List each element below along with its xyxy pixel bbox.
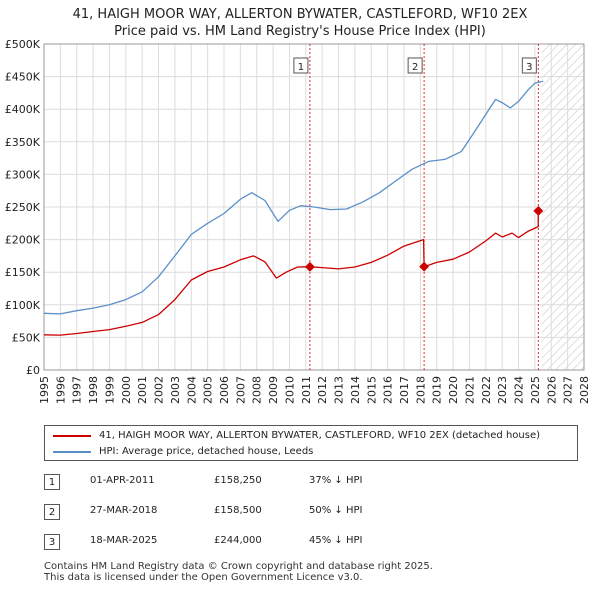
legend-swatch-property [53,435,91,437]
sale-date: 01-APR-2011 [90,475,155,486]
y-tick-label: £200K [5,234,41,247]
sale-marker-label: 2 [412,62,418,73]
sale-row: 3 18-MAR-2025 £244,000 45% ↓ HPI [44,531,584,561]
sale-marker-label: 1 [298,62,304,73]
legend-swatch-hpi [53,451,91,453]
footer-attribution: Contains HM Land Registry data © Crown c… [44,561,433,583]
x-tick-label: 2025 [529,376,542,404]
sale-date: 18-MAR-2025 [90,535,158,546]
x-tick-label: 2005 [202,376,215,404]
sale-point [533,205,544,216]
x-tick-label: 2027 [562,376,575,404]
sale-point [304,261,315,272]
x-tick-label: 2001 [136,376,149,404]
property-price-line [43,210,539,336]
footer-line-2: This data is licensed under the Open Gov… [44,572,363,583]
sale-hpi-diff: 45% ↓ HPI [309,535,363,546]
x-tick-label: 1995 [38,376,51,404]
sale-price: £158,250 [214,475,262,486]
legend-label-hpi: HPI: Average price, detached house, Leed… [99,446,314,457]
x-tick-label: 2007 [234,376,247,404]
sale-marker-label: 3 [526,62,532,73]
x-tick-label: 2026 [545,376,558,404]
y-tick-label: £400K [5,103,41,116]
x-tick-label: 2015 [365,376,378,404]
x-tick-label: 2028 [578,376,591,404]
sale-marker-box [521,57,537,74]
sale-number-badge: 3 [44,534,60,550]
x-tick-label: 2024 [513,376,526,404]
sale-hpi-diff: 37% ↓ HPI [309,475,363,486]
plot-border [43,43,585,371]
x-tick-label: 2010 [283,376,296,404]
y-tick-label: £450K [5,71,41,84]
y-tick-label: £350K [5,136,41,149]
x-tick-label: 1997 [71,376,84,404]
y-tick-label: £100K [5,299,41,312]
x-tick-label: 2017 [398,376,411,404]
x-tick-label: 2009 [267,376,280,404]
chart-legend: 41, HAIGH MOOR WAY, ALLERTON BYWATER, CA… [44,425,578,461]
x-tick-label: 2019 [431,376,444,404]
x-tick-label: 2013 [333,376,346,404]
x-tick-label: 2023 [496,376,509,404]
x-tick-label: 2008 [251,376,264,404]
footer-line-1: Contains HM Land Registry data © Crown c… [44,561,433,572]
x-tick-label: 2002 [153,376,166,404]
x-tick-label: 1998 [87,376,100,404]
sale-row: 1 01-APR-2011 £158,250 37% ↓ HPI [44,471,584,501]
x-tick-label: 2016 [382,376,395,404]
x-tick-label: 2006 [218,376,231,404]
legend-label-property: 41, HAIGH MOOR WAY, ALLERTON BYWATER, CA… [99,430,541,441]
chart-title-block: 41, HAIGH MOOR WAY, ALLERTON BYWATER, CA… [0,6,600,40]
y-tick-label: £500K [5,38,41,51]
x-tick-label: 2004 [185,376,198,404]
x-tick-label: 2020 [447,376,460,404]
y-tick-label: £250K [5,201,41,214]
hpi-line [43,80,544,315]
sale-number-badge: 1 [44,474,60,490]
x-tick-label: 2000 [120,376,133,404]
chart-subtitle: Price paid vs. HM Land Registry's House … [114,24,486,39]
sale-point [419,261,430,272]
x-tick-label: 2003 [169,376,182,404]
sales-table: 1 01-APR-2011 £158,250 37% ↓ HPI 2 27-MA… [44,471,584,561]
x-tick-label: 1996 [54,376,67,404]
y-tick-label: £150K [5,266,41,279]
x-tick-label: 2022 [480,376,493,404]
sale-row: 2 27-MAR-2018 £158,500 50% ↓ HPI [44,501,584,531]
sale-marker-box [407,57,423,74]
x-tick-label: 2018 [414,376,427,404]
sale-hpi-diff: 50% ↓ HPI [309,505,363,516]
x-tick-label: 2012 [316,376,329,404]
chart-title: 41, HAIGH MOOR WAY, ALLERTON BYWATER, CA… [72,7,528,22]
sale-number-badge: 2 [44,504,60,520]
price-chart: £0 £50K £100K £150K £200K £250K £300K £350K £400… [5,38,591,404]
x-tick-label: 2021 [463,376,476,404]
sale-date: 27-MAR-2018 [90,505,158,516]
x-tick-label: 1999 [103,376,116,404]
y-tick-label: £50K [12,331,41,344]
x-tick-label: 2011 [300,376,313,404]
x-tick-label: 2014 [349,376,362,404]
y-tick-label: £300K [5,168,41,181]
sale-price: £158,500 [214,505,262,516]
y-tick-label: £0 [26,364,40,377]
sale-marker-box [293,57,309,74]
sale-price: £244,000 [214,535,262,546]
